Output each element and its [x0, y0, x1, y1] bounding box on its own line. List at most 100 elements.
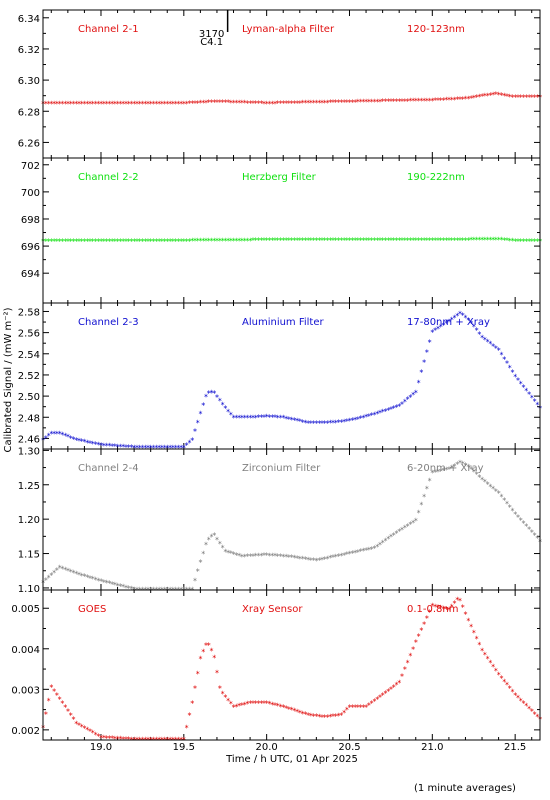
data-point: ∗ — [278, 236, 283, 243]
data-point: ∗ — [433, 468, 438, 475]
data-point: ∗ — [449, 236, 454, 243]
data-point: ∗ — [355, 98, 360, 105]
data-point: ∗ — [248, 699, 253, 706]
data-point: ∗ — [278, 702, 283, 709]
data-point: ∗ — [256, 99, 261, 106]
data-point: ∗ — [184, 585, 189, 592]
data-point: ∗ — [355, 415, 360, 422]
data-point: ∗ — [198, 654, 203, 661]
data-point: ∗ — [289, 706, 294, 713]
data-point: ∗ — [532, 237, 537, 244]
data-point: ∗ — [289, 99, 294, 106]
data-point: ∗ — [57, 430, 62, 437]
data-point: ∗ — [314, 557, 319, 564]
data-point: ∗ — [499, 236, 504, 243]
data-point: ∗ — [159, 585, 164, 592]
data-point: ∗ — [46, 574, 51, 581]
data-point: ∗ — [259, 699, 264, 706]
data-point: ∗ — [524, 237, 529, 244]
data-point: ∗ — [466, 463, 471, 470]
data-point: ∗ — [173, 237, 178, 244]
data-point: ∗ — [140, 585, 145, 592]
data-point: ∗ — [121, 443, 126, 450]
data-point: ∗ — [391, 683, 396, 690]
data-point: ∗ — [192, 237, 197, 244]
data-point: ∗ — [333, 712, 338, 719]
data-point: ∗ — [68, 568, 73, 575]
data-point: ∗ — [143, 443, 148, 450]
data-point: ∗ — [444, 605, 449, 612]
data-point: ∗ — [214, 393, 219, 400]
data-point: ∗ — [347, 416, 352, 423]
data-point: ∗ — [325, 236, 330, 243]
data-point: ∗ — [449, 602, 454, 609]
data-point: ∗ — [504, 359, 509, 366]
data-point: ∗ — [535, 401, 540, 408]
data-point: ∗ — [154, 443, 159, 450]
data-point: ∗ — [162, 735, 167, 742]
data-point: ∗ — [63, 237, 68, 244]
data-point: ∗ — [416, 632, 421, 639]
data-point: ∗ — [308, 711, 313, 718]
data-point: ∗ — [457, 95, 462, 102]
data-point: ∗ — [388, 97, 393, 104]
data-point: ∗ — [504, 499, 509, 506]
data-point: ∗ — [156, 735, 161, 742]
data-point: ∗ — [223, 98, 228, 105]
data-point: ∗ — [471, 629, 476, 636]
data-point: ∗ — [90, 729, 95, 736]
data-point: ∗ — [535, 713, 540, 720]
series-points: ∗∗∗∗∗∗∗∗∗∗∗∗∗∗∗∗∗∗∗∗∗∗∗∗∗∗∗∗∗∗∗∗∗∗∗∗∗∗∗∗… — [40, 235, 542, 243]
data-point: ∗ — [76, 570, 81, 577]
data-point: ∗ — [281, 703, 286, 710]
data-point: ∗ — [477, 236, 482, 243]
data-point: ∗ — [361, 236, 366, 243]
data-point: ∗ — [510, 237, 515, 244]
data-point: ∗ — [212, 389, 217, 396]
data-point: ∗ — [190, 99, 195, 106]
data-point: ∗ — [250, 236, 255, 243]
data-point: ∗ — [377, 540, 382, 547]
data-point: ∗ — [190, 585, 195, 592]
data-point: ∗ — [430, 96, 435, 103]
data-point: ∗ — [239, 701, 244, 708]
data-point: ∗ — [408, 652, 413, 659]
data-point: ∗ — [253, 552, 258, 559]
data-point: ∗ — [372, 236, 377, 243]
data-point: ∗ — [76, 237, 81, 244]
data-point: ∗ — [317, 419, 322, 426]
data-point: ∗ — [408, 520, 413, 527]
data-point: ∗ — [397, 236, 402, 243]
data-point: ∗ — [303, 555, 308, 562]
data-point: ∗ — [480, 333, 485, 340]
data-point: ∗ — [330, 236, 335, 243]
x-tick-label: 21.5 — [504, 742, 526, 753]
data-point: ∗ — [333, 553, 338, 560]
data-point: ∗ — [190, 436, 195, 443]
series-points: ∗∗∗∗∗∗∗∗∗∗∗∗∗∗∗∗∗∗∗∗∗∗∗∗∗∗∗∗∗∗∗∗∗∗∗∗∗∗∗∗… — [40, 90, 542, 106]
data-point: ∗ — [399, 236, 404, 243]
data-point: ∗ — [325, 554, 330, 561]
data-point: ∗ — [311, 236, 316, 243]
data-point: ∗ — [308, 99, 313, 106]
data-point: ∗ — [358, 414, 363, 421]
data-point: ∗ — [336, 552, 341, 559]
data-point: ∗ — [427, 96, 432, 103]
data-point: ∗ — [79, 99, 84, 106]
data-point: ∗ — [156, 99, 161, 106]
data-point: ∗ — [104, 734, 109, 741]
data-point: ∗ — [466, 236, 471, 243]
data-point: ∗ — [391, 97, 396, 104]
data-point: ∗ — [176, 99, 181, 106]
data-point: ∗ — [388, 236, 393, 243]
data-point: ∗ — [513, 691, 518, 698]
data-point: ∗ — [143, 735, 148, 742]
data-point: ∗ — [170, 237, 175, 244]
data-point: ∗ — [206, 237, 211, 244]
data-point: ∗ — [364, 236, 369, 243]
data-point: ∗ — [352, 415, 357, 422]
data-point: ∗ — [134, 237, 139, 244]
data-point: ∗ — [187, 99, 192, 106]
data-point: ∗ — [386, 687, 391, 694]
data-point: ∗ — [361, 98, 366, 105]
